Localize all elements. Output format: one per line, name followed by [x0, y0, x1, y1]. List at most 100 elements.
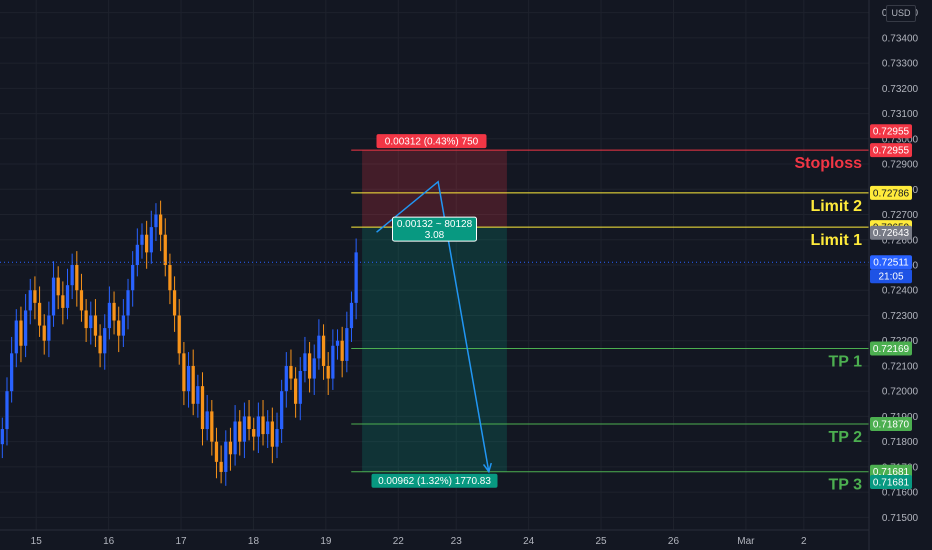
candle-body — [37, 302, 42, 326]
price-tags: 0.729550.727860.726500.721690.718700.716… — [870, 124, 912, 490]
candle-body — [84, 310, 88, 329]
candle-body — [140, 234, 144, 245]
date-tick-label: 16 — [103, 536, 115, 547]
time-axis[interactable]: 15 16 17 18 19 22 23 24 25 26 Mar 2 — [31, 536, 807, 547]
candle-body — [196, 386, 200, 404]
candle-body — [10, 353, 14, 392]
candle-body — [275, 429, 279, 447]
candle-body — [354, 252, 358, 303]
candle-body — [261, 416, 265, 435]
price-tick-label: 0.71800 — [882, 437, 919, 448]
price-tick-label: 0.73200 — [882, 84, 919, 95]
center-label-line-1: 0.00132 ~ 80128 — [397, 219, 473, 230]
candle-body — [331, 345, 335, 379]
price-tick-label: 0.72000 — [882, 387, 919, 398]
price-tick-label: 0.71500 — [882, 513, 919, 524]
candle-body — [307, 353, 312, 379]
date-tick-label: 23 — [451, 536, 463, 547]
price-tag-extra-2-text: 0.71681 — [873, 478, 910, 489]
candle-body — [256, 416, 261, 437]
level-label-tp-3: TP 3 — [829, 477, 863, 494]
date-tick-label: 17 — [175, 536, 187, 547]
price-tag-tp-1-bg — [870, 341, 912, 356]
candle-body — [61, 295, 65, 308]
horizontal-levels[interactable]: Stoploss Limit 2 Limit 1 TP 1 TP 2 TP 3 — [351, 149, 869, 494]
last-price-text: 0.72511 — [873, 258, 909, 269]
candle-body — [79, 290, 84, 311]
price-tag-stoploss: 0.72955 — [870, 143, 912, 158]
date-tick-label: 19 — [320, 536, 332, 547]
currency-button[interactable]: USD — [886, 5, 916, 22]
price-tag-extra-2-bg — [870, 475, 912, 490]
candle-body — [65, 285, 70, 308]
candle-body — [23, 310, 28, 346]
candle-body — [47, 315, 51, 341]
candle-body — [121, 315, 125, 336]
level-label-limit-2: Limit 2 — [810, 198, 862, 215]
date-tick-label: 25 — [595, 536, 607, 547]
candle-body — [98, 335, 102, 354]
candle-body — [303, 353, 307, 371]
position-tool[interactable] — [362, 150, 507, 472]
candle-body — [70, 265, 74, 286]
price-tag-extra-0-text: 0.72955 — [873, 127, 910, 138]
candle-body — [214, 441, 219, 462]
candle-body — [349, 302, 354, 329]
candle-body — [154, 214, 158, 228]
level-label-tp-2: TP 2 — [829, 429, 863, 446]
candle-body — [298, 371, 302, 404]
level-label-limit-1: Limit 1 — [810, 232, 862, 249]
candle-body — [5, 391, 9, 430]
date-tick-label: 24 — [523, 536, 535, 547]
candle-body — [168, 265, 172, 291]
candle-body — [238, 421, 242, 442]
candle-body — [145, 234, 149, 253]
price-tick-label: 0.72400 — [882, 286, 919, 297]
candle-body — [163, 234, 167, 265]
price-tag-limit-2-text: 0.72786 — [873, 188, 910, 199]
stop-label-bg — [376, 134, 487, 149]
level-label-stoploss: Stoploss — [794, 155, 862, 172]
candle-body — [252, 429, 256, 437]
target-label-box: 0.00962 (1.32%) 1770.83 — [371, 473, 498, 488]
date-tick-label: 15 — [31, 536, 43, 547]
candle-body — [28, 290, 32, 311]
projection-path[interactable] — [376, 180, 492, 474]
candle-body — [191, 365, 195, 404]
candle-body — [149, 227, 153, 253]
projection-polyline[interactable] — [376, 180, 490, 472]
profit-zone[interactable] — [362, 227, 507, 472]
price-tag-limit-2: 0.72786 — [870, 185, 912, 200]
candle-body — [210, 411, 214, 442]
candle-body — [326, 365, 330, 379]
candle-body — [289, 365, 293, 379]
stop-label-box: 0.00312 (0.43%) 750 — [376, 134, 487, 149]
price-tick-label: 0.72300 — [882, 311, 919, 322]
price-tick-label: 0.73000 — [882, 134, 919, 145]
candle-body — [340, 340, 344, 361]
date-tick-label: Mar — [737, 536, 755, 547]
candle-body — [205, 411, 209, 430]
date-tick-label: 22 — [393, 536, 405, 547]
candle-body — [112, 302, 116, 321]
candle-body — [172, 290, 177, 316]
date-tick-label: 2 — [801, 536, 807, 547]
candle-body — [242, 416, 247, 442]
price-tag-tp-2-text: 0.71870 — [873, 420, 910, 431]
candle-body — [51, 277, 56, 316]
price-tick-label: 0.73400 — [882, 33, 919, 44]
candle-body — [158, 214, 163, 235]
stop-zone[interactable] — [362, 150, 507, 228]
price-tag-limit-2-bg — [870, 185, 912, 200]
candle-body — [284, 365, 288, 392]
price-tick-label: 0.72900 — [882, 160, 919, 171]
candle-body — [93, 315, 98, 336]
candle-body — [233, 421, 237, 455]
countdown-text: 21:05 — [878, 272, 903, 283]
price-tag-tp-2: 0.71870 — [870, 417, 912, 431]
candle-body — [75, 265, 79, 291]
candle-body — [177, 315, 181, 354]
